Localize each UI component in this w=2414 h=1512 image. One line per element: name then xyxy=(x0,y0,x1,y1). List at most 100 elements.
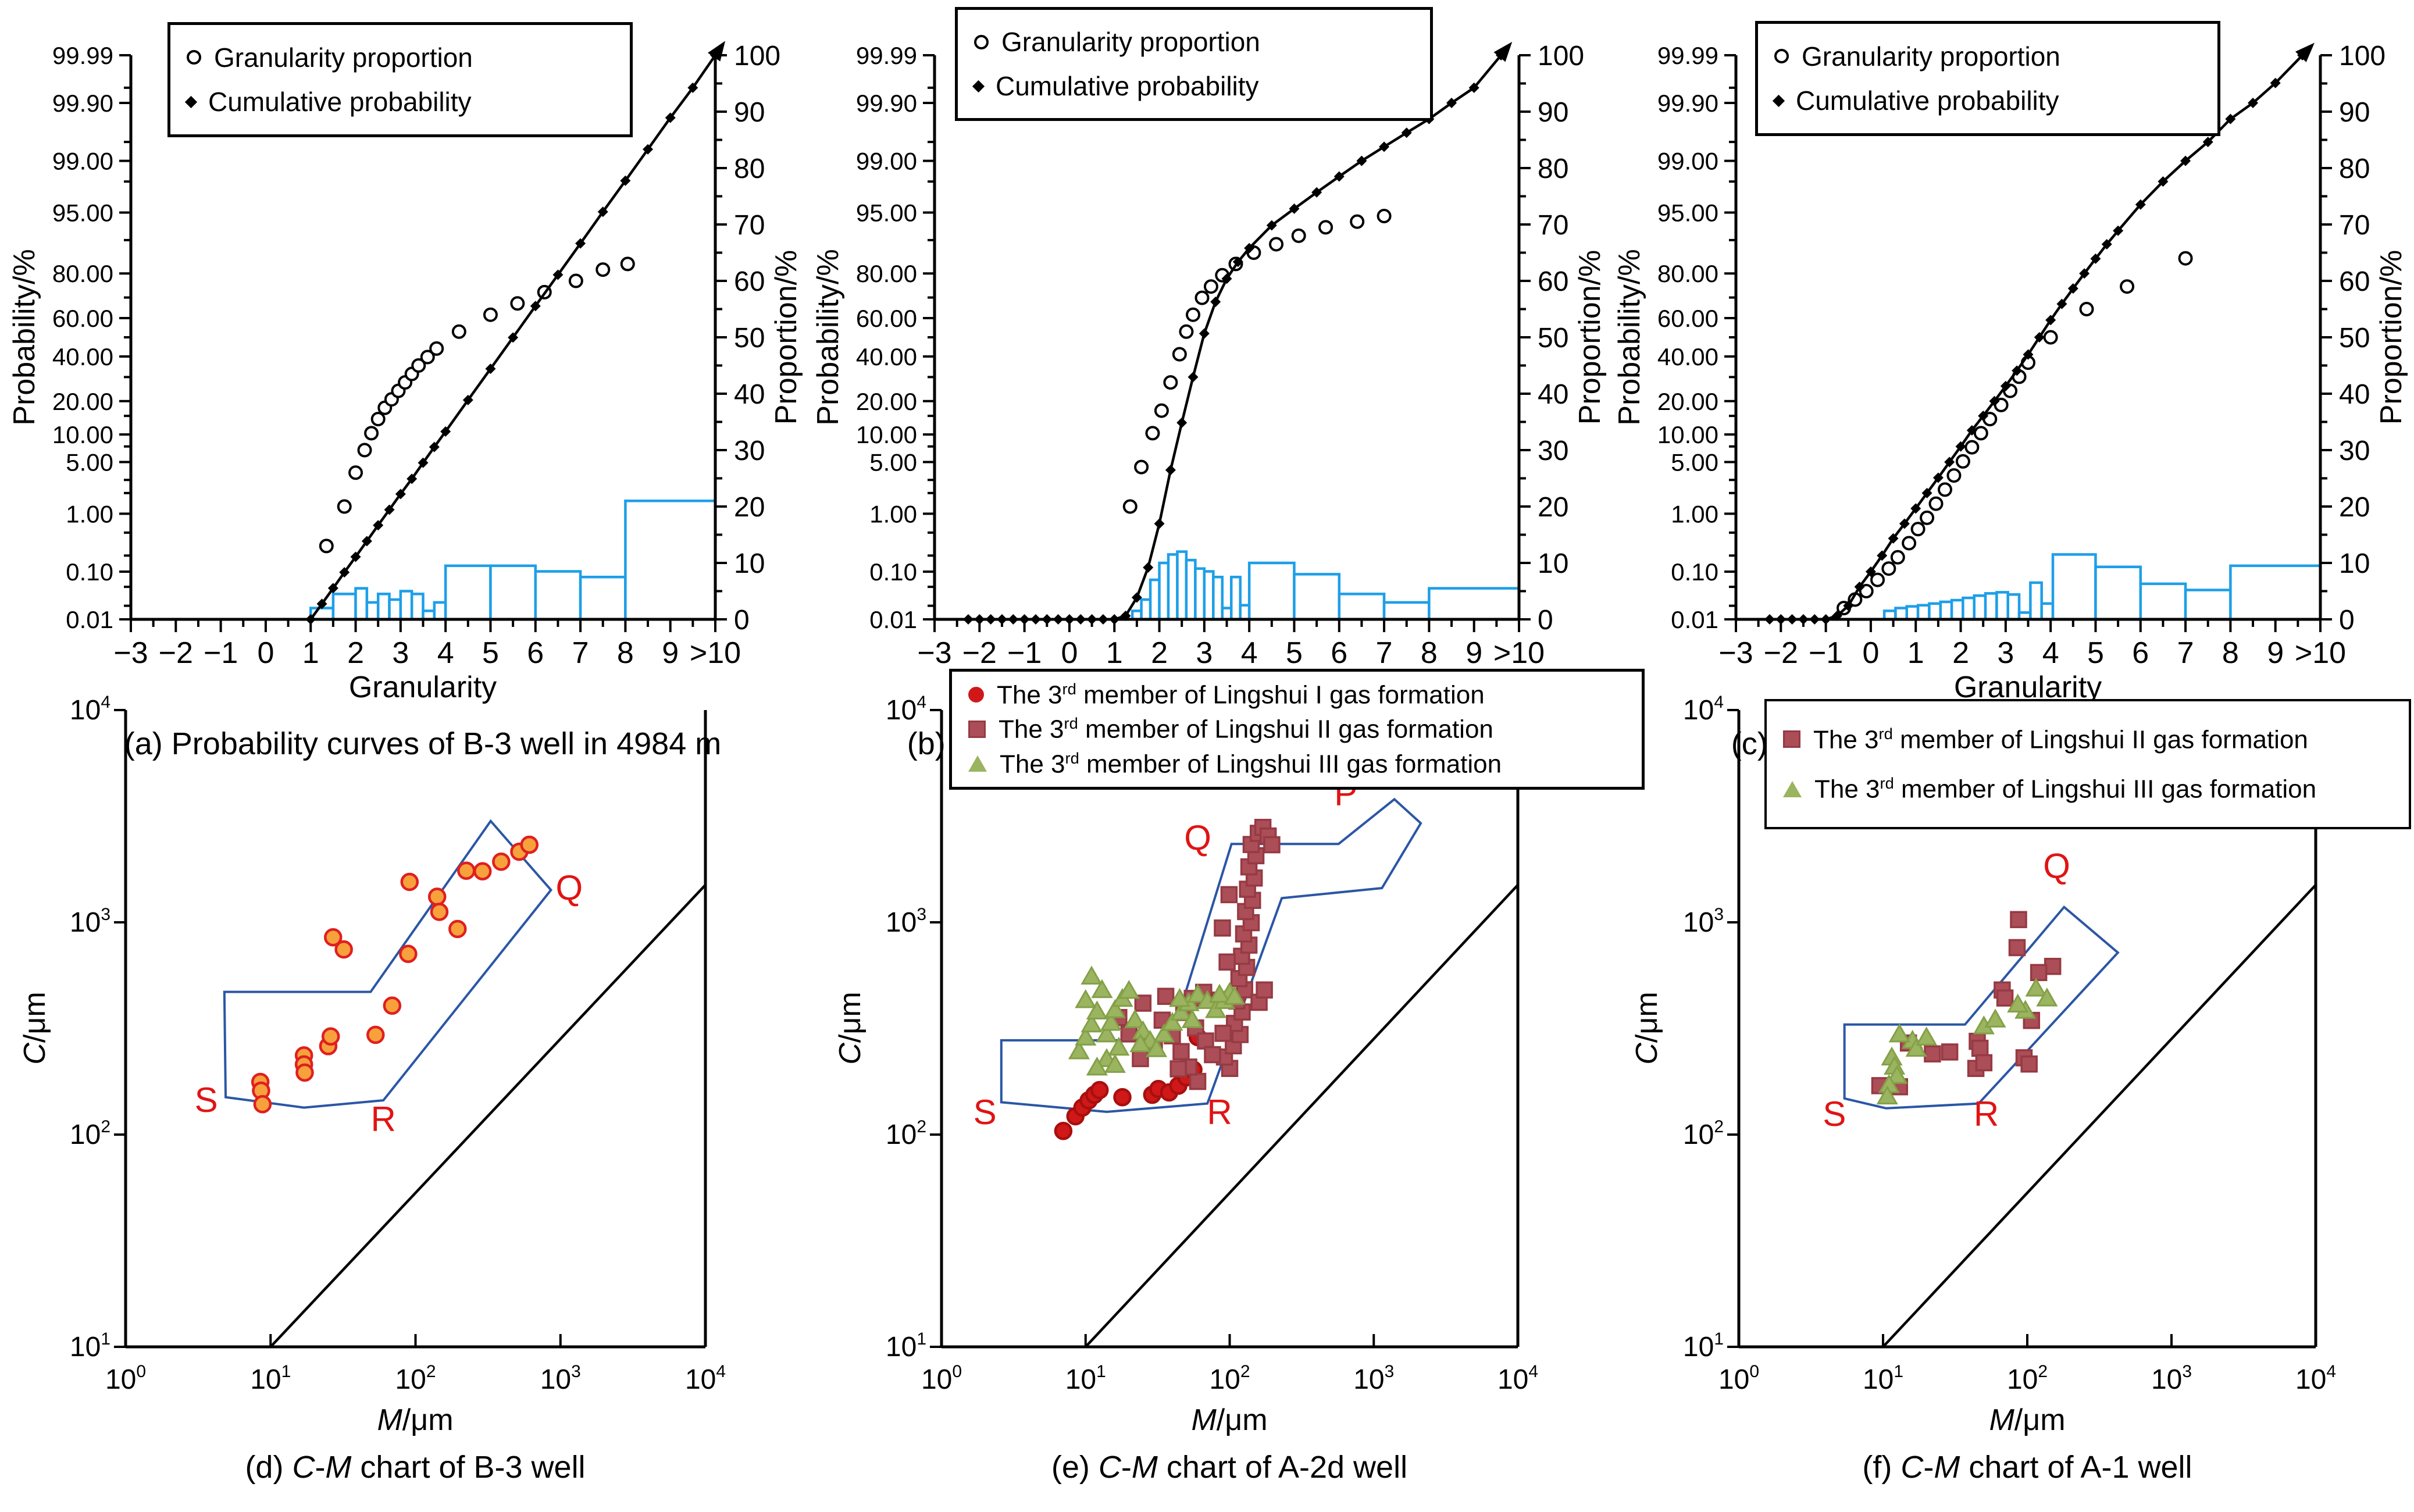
cumulative-point xyxy=(985,614,996,625)
histogram-c xyxy=(1882,553,2322,621)
legend-item: Cumulative probability xyxy=(1772,85,2212,116)
svg-text:10.00: 10.00 xyxy=(1657,421,1718,448)
svg-text:95.00: 95.00 xyxy=(856,199,917,226)
cumulative-point xyxy=(2180,155,2191,166)
scatter-point-triangle xyxy=(1916,1026,1938,1046)
cm-baseline-e xyxy=(1085,884,1519,1348)
histogram-bar xyxy=(2040,602,2055,621)
histogram-bar xyxy=(2006,593,2021,621)
cumulative-point xyxy=(2225,113,2236,124)
scatter-point-circle xyxy=(400,872,419,891)
cumulative-point xyxy=(1143,562,1154,573)
legend-a: Granularity proportion Cumulative probab… xyxy=(167,22,633,137)
svg-text:5.00: 5.00 xyxy=(1671,449,1718,476)
cumulative-point xyxy=(1989,395,2000,406)
cumulative-point xyxy=(1775,614,1787,625)
legend-item: Granularity proportion xyxy=(187,42,624,73)
svg-text:95.00: 95.00 xyxy=(1657,199,1718,226)
svg-text:−3: −3 xyxy=(1718,636,1753,670)
svg-text:6: 6 xyxy=(2132,636,2149,670)
cumulative-point xyxy=(2056,298,2067,309)
histogram-bar xyxy=(1973,594,1987,621)
cumulative-point xyxy=(1944,457,1955,468)
proportion-point xyxy=(370,412,386,427)
proportion-point xyxy=(1870,572,1885,587)
ticks-f xyxy=(1727,709,2173,1348)
svg-text:80.00: 80.00 xyxy=(1657,260,1718,287)
histogram-bar xyxy=(2029,581,2043,621)
cumulative-point xyxy=(1820,614,1831,625)
svg-text:80: 80 xyxy=(1538,154,1568,184)
cumulative-point xyxy=(1932,472,1944,483)
scatter-point-square xyxy=(1218,953,1236,971)
scatter-point-circle xyxy=(492,853,511,871)
svg-text:99.90: 99.90 xyxy=(1657,90,1718,117)
histogram-bar xyxy=(624,500,717,621)
svg-text:70: 70 xyxy=(1538,210,1568,241)
xlabel-e: M/μm xyxy=(1191,1403,1268,1437)
ticks-d xyxy=(114,709,562,1348)
histogram-bar xyxy=(1212,576,1224,621)
proportion-point xyxy=(411,358,426,373)
svg-text:50: 50 xyxy=(1538,323,1568,354)
svg-text:−1: −1 xyxy=(1007,636,1042,670)
svg-text:30: 30 xyxy=(734,436,765,466)
proportion-point xyxy=(2178,251,2193,266)
svg-text:2: 2 xyxy=(1952,636,1969,670)
svg-text:8: 8 xyxy=(617,636,634,670)
scatter-point-triangle xyxy=(2025,978,2047,997)
scatter-point-triangle xyxy=(1108,1036,1130,1056)
svg-text:100: 100 xyxy=(2339,41,2386,72)
proportion-point xyxy=(1163,375,1178,390)
cumulative-point xyxy=(2101,239,2112,250)
cumulative-point xyxy=(339,567,350,578)
cumulative-point xyxy=(1955,441,1966,452)
cumulative-point xyxy=(575,238,586,249)
scatter-point-square xyxy=(1157,987,1175,1005)
legend-item: Granularity proportion xyxy=(974,26,1424,58)
svg-text:2: 2 xyxy=(347,636,364,670)
svg-text:9: 9 xyxy=(1465,636,1482,670)
svg-text:60.00: 60.00 xyxy=(856,305,917,332)
scatter-point-square xyxy=(1220,886,1238,904)
proportion-point xyxy=(337,499,352,514)
scatter-point-triangle xyxy=(1086,1000,1108,1020)
cumulative-point xyxy=(316,598,327,609)
cumulative-point xyxy=(1446,98,1457,109)
histogram-bar xyxy=(1338,593,1386,621)
histogram-bar xyxy=(1382,601,1431,621)
cumulative-point xyxy=(508,332,519,343)
histogram-bar xyxy=(399,590,413,621)
histogram-bar xyxy=(1167,553,1179,621)
svg-text:90: 90 xyxy=(2339,97,2370,128)
scatter-point-square xyxy=(1996,989,2014,1007)
open-circle-icon xyxy=(1774,49,1789,64)
legend-f: The 3rd member of Lingshui II gas format… xyxy=(1764,699,2411,829)
svg-text:>10: >10 xyxy=(2295,636,2346,670)
series-lingshui-3-f xyxy=(1876,978,2058,1105)
cumulative-point xyxy=(1120,610,1131,621)
arrow-icon xyxy=(1493,41,1513,62)
panel-b: 99.9999.9099.0095.0080.0060.0040.0020.00… xyxy=(856,41,1584,670)
svg-text:20: 20 xyxy=(2339,492,2370,523)
region-label-S-e: S xyxy=(974,1093,997,1132)
cumulative-point xyxy=(440,426,451,437)
histogram-bar xyxy=(1140,598,1152,621)
scatter-point-square xyxy=(1971,1039,1989,1057)
svg-text:70: 70 xyxy=(2339,210,2370,241)
svg-text:10.00: 10.00 xyxy=(52,421,113,448)
legend-item: The 3rd member of Lingshui II gas format… xyxy=(1783,725,2403,755)
svg-text:95.00: 95.00 xyxy=(52,199,113,226)
histogram-bar xyxy=(1894,607,1909,621)
cumulative-point xyxy=(384,504,395,515)
cumulative-point xyxy=(1019,614,1030,625)
scatter-point-triangle xyxy=(1068,1040,1090,1060)
cumulative-point xyxy=(1877,550,1888,561)
svg-text:>10: >10 xyxy=(690,636,741,670)
region-label-R-f: R xyxy=(1974,1094,1999,1133)
histogram-bar xyxy=(1247,561,1296,621)
proportion-point xyxy=(1154,403,1169,418)
scatter-point-circle xyxy=(366,1025,385,1044)
